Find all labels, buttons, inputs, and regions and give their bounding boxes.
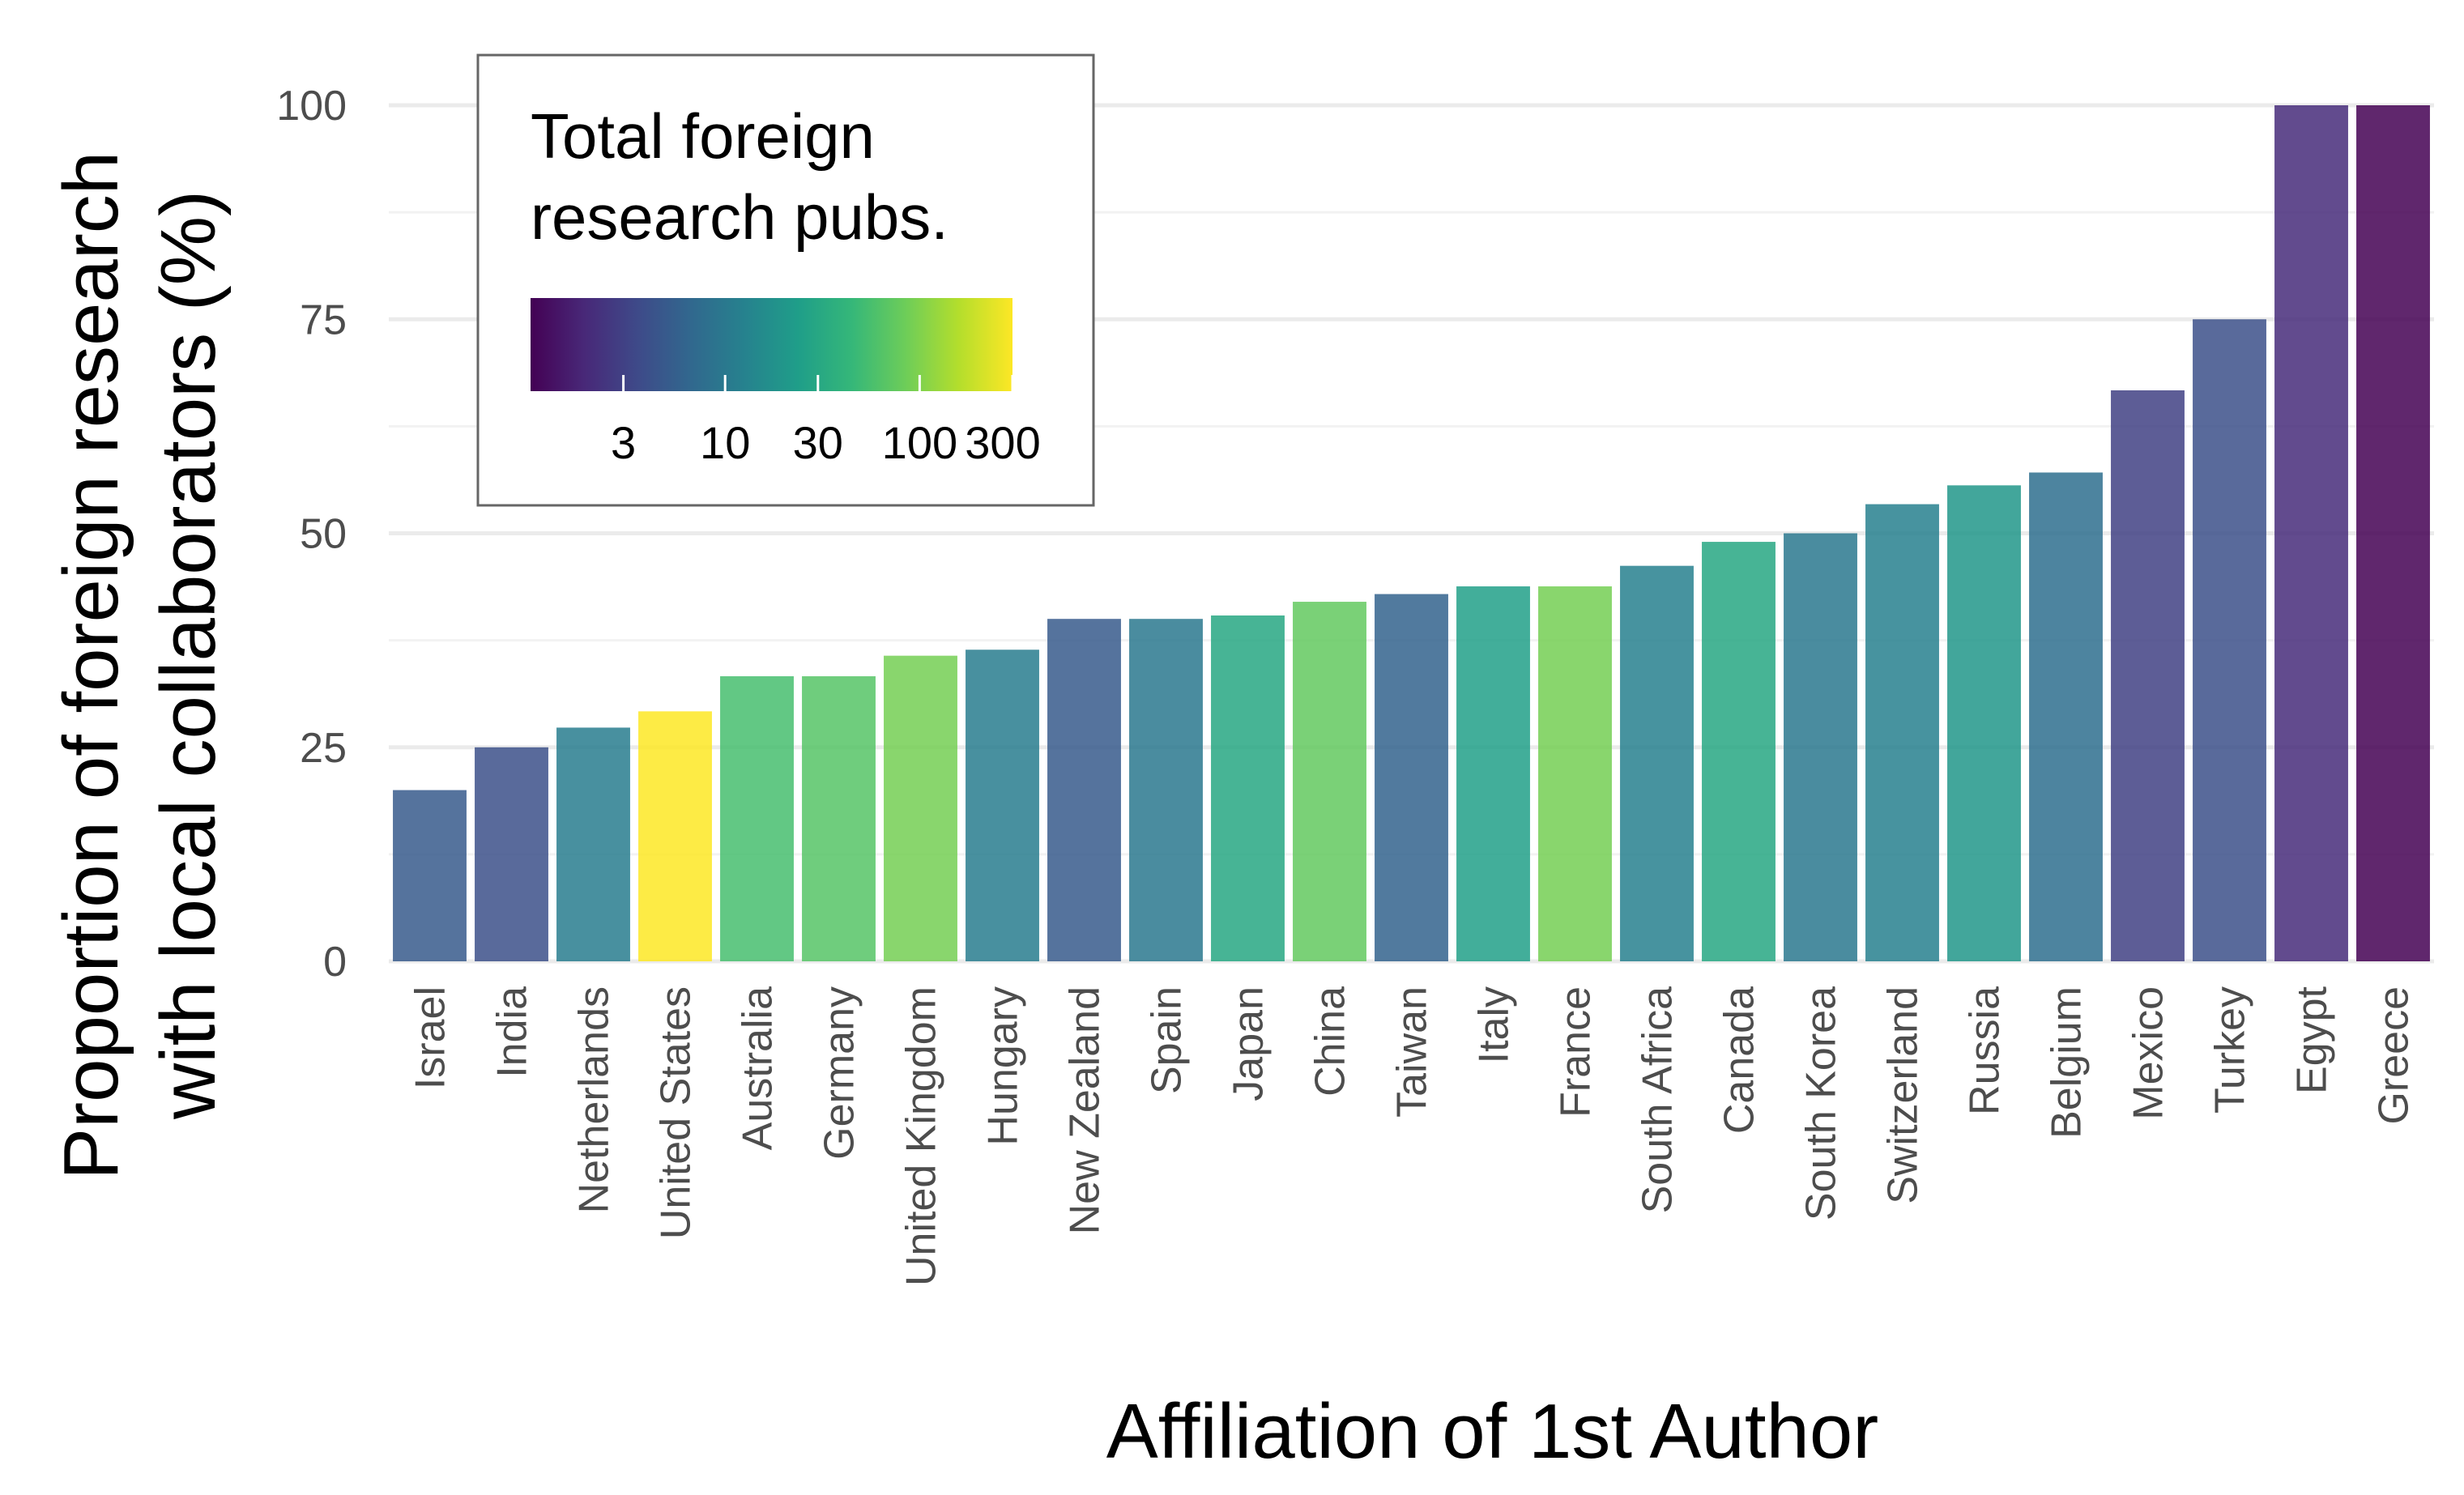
bar: [966, 650, 1039, 961]
bar: [1784, 533, 1857, 961]
x-tick-label: China: [1307, 986, 1354, 1097]
x-tick-label: Turkey: [2207, 986, 2254, 1114]
y-axis-title-line-2: with local collaborators (%): [145, 190, 232, 1120]
x-tick-label: Hungary: [980, 986, 1027, 1146]
bar: [1293, 602, 1366, 961]
bar: [1211, 615, 1285, 961]
legend-tick-label: 10: [700, 417, 750, 468]
bar: [1047, 619, 1121, 961]
x-axis-title: Affiliation of 1st Author: [1106, 1388, 1878, 1475]
bar: [556, 727, 630, 961]
x-tick-label: United States: [653, 986, 700, 1239]
x-tick-label: Netherlands: [571, 986, 618, 1213]
legend-tick-label: 3: [611, 417, 636, 468]
x-tick-label: Germany: [816, 986, 863, 1160]
color-legend: Total foreign research pubs. 3 10 30 100 300: [476, 53, 1095, 507]
bar: [475, 747, 548, 961]
bar: [2029, 472, 2103, 961]
y-axis-title-line-1: Proportion of foreign research: [48, 151, 134, 1180]
x-axis-ticks: Israel India Netherlands United States Austr…: [407, 986, 2418, 1286]
y-axis-title: Proportion of foreign research with loca…: [48, 130, 232, 1180]
x-tick-label: Spain: [1144, 986, 1191, 1094]
y-tick-label: 100: [276, 83, 347, 130]
bar: [1538, 586, 1612, 961]
x-tick-label: Belgium: [2044, 986, 2091, 1139]
x-tick-label: Canada: [1716, 986, 1763, 1134]
bar: [1865, 504, 1939, 961]
legend-tick-label: 30: [793, 417, 843, 468]
x-tick-label: Taiwan: [1389, 986, 1436, 1118]
bars: [393, 105, 2430, 962]
bar: [1375, 594, 1448, 961]
x-tick-label: Italy: [1471, 986, 1518, 1063]
y-tick-label: 0: [323, 939, 347, 986]
legend-tick-label: 300: [965, 417, 1040, 468]
y-tick-label: 25: [300, 725, 347, 772]
bar: [1129, 619, 1203, 961]
bar: [1620, 565, 1694, 961]
legend-title-line-1: Total foreign: [531, 100, 875, 172]
bar: [2274, 105, 2348, 961]
x-tick-label: Russia: [1962, 986, 2009, 1115]
y-tick-label: 75: [300, 296, 347, 343]
legend-tick-label: 100: [882, 417, 957, 468]
legend-colorbar: [531, 298, 1012, 391]
bar: [802, 676, 876, 961]
x-tick-label: United Kingdom: [898, 986, 945, 1286]
bar: [638, 711, 712, 961]
x-tick-label: Australia: [735, 986, 782, 1150]
legend-ticks: 3 10 30 100 300: [611, 375, 1041, 468]
bar: [2193, 319, 2266, 961]
x-tick-label: Switzerland: [1880, 986, 1927, 1204]
y-axis-ticks: 0 25 50 75 100: [276, 83, 347, 986]
bar: [393, 790, 467, 961]
x-tick-label: South Africa: [1635, 986, 1682, 1213]
x-tick-label: Egypt: [2289, 986, 2336, 1094]
bar: [2111, 390, 2185, 962]
bar: [1456, 586, 1530, 961]
y-tick-label: 50: [300, 511, 347, 558]
x-tick-label: Greece: [2371, 986, 2418, 1125]
bar: [1947, 485, 2021, 961]
x-tick-label: Mexico: [2125, 986, 2172, 1120]
x-tick-label: India: [489, 986, 536, 1078]
x-tick-label: Israel: [407, 986, 454, 1089]
x-tick-label: New Zealand: [1062, 986, 1109, 1234]
x-tick-label: France: [1553, 986, 1600, 1118]
bar: [884, 655, 957, 961]
bar: [720, 676, 794, 961]
x-tick-label: South Korea: [1798, 986, 1845, 1220]
legend-box: [476, 53, 1095, 507]
legend-title-line-2: research pubs.: [531, 181, 949, 253]
bar: [1702, 542, 1776, 961]
bar: [2356, 105, 2430, 961]
x-tick-label: Japan: [1226, 986, 1272, 1101]
